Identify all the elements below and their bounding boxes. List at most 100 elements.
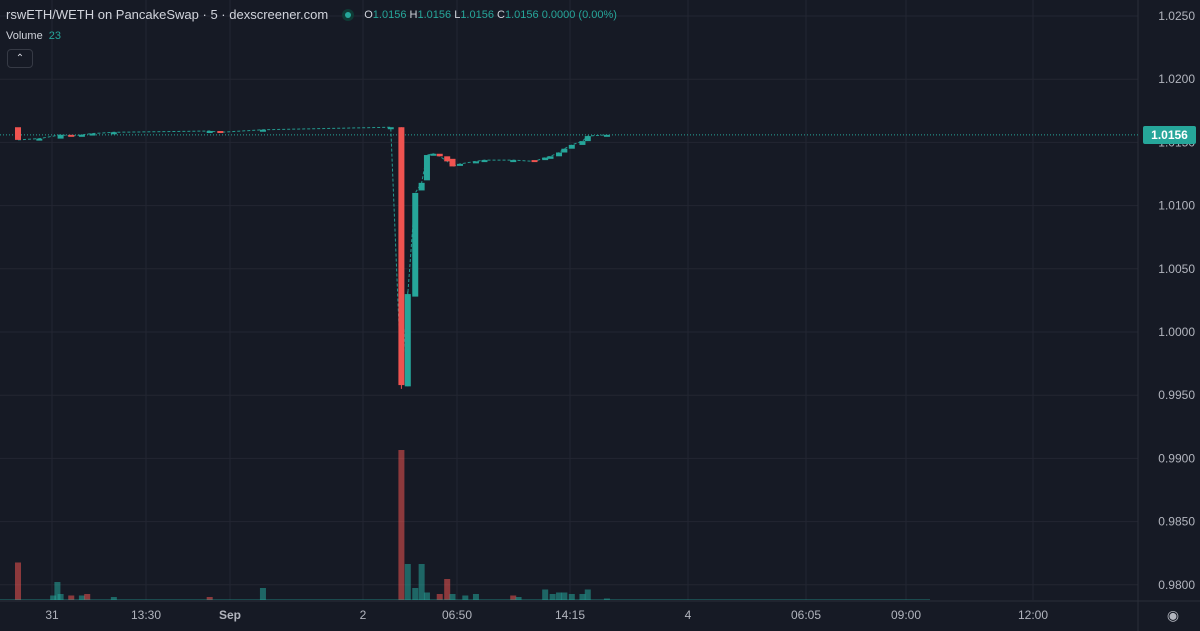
candle	[110, 132, 117, 135]
close-key: C	[497, 8, 505, 21]
chart-title: rswETH/WETH on PancakeSwap · 5 · dexscre…	[6, 7, 329, 22]
volume-bar	[15, 562, 21, 600]
y-tick-label: 0.9850	[1158, 515, 1195, 529]
volume-bar	[449, 594, 456, 600]
candle	[398, 127, 405, 386]
candle	[259, 129, 266, 132]
volume-bar	[515, 597, 522, 600]
x-tick-label: 4	[685, 608, 692, 622]
volume-bar	[110, 597, 117, 600]
y-tick-label: 0.9900	[1158, 451, 1195, 465]
price-path	[17, 126, 607, 386]
open-value: 1.0156	[372, 8, 407, 21]
candle	[206, 131, 213, 134]
volume-bar	[404, 564, 411, 600]
high-key: H	[409, 8, 418, 21]
volume-bar	[549, 594, 556, 600]
candle	[423, 155, 430, 181]
volume-bar	[206, 597, 213, 600]
volume-bar	[462, 595, 469, 600]
candle	[217, 131, 224, 134]
candle	[436, 153, 443, 157]
candle	[430, 153, 437, 156]
volume-bar	[472, 594, 479, 600]
volume-bar	[579, 594, 586, 600]
volume-label: Volume	[6, 30, 43, 42]
low-value: 1.0156	[460, 8, 494, 21]
volume-bar	[542, 589, 549, 600]
candle	[472, 161, 479, 164]
y-tick-label: 1.0250	[1158, 9, 1195, 23]
candle	[547, 156, 554, 159]
candle	[444, 156, 451, 162]
candle	[531, 160, 538, 163]
volume-bar	[259, 588, 266, 600]
y-tick-label: 0.9800	[1158, 578, 1195, 592]
settings-icon[interactable]: ◉	[1166, 607, 1180, 623]
chart-legend: rswETH/WETH on PancakeSwap · 5 · dexscre…	[6, 7, 617, 22]
volume-bar	[556, 592, 563, 600]
volume-bar	[568, 594, 575, 600]
low-key: L	[454, 8, 461, 21]
x-tick-label: 14:15	[555, 608, 585, 622]
market-status-icon	[342, 8, 355, 21]
volume-legend: Volume 23	[6, 30, 61, 42]
y-tick-label: 1.0000	[1158, 325, 1195, 339]
candle	[584, 136, 591, 142]
y-tick-label: 1.0050	[1158, 262, 1195, 276]
candle	[481, 160, 488, 163]
volume-value: 23	[48, 30, 61, 42]
candle	[36, 138, 43, 141]
volume-bar	[418, 564, 425, 600]
volume-bar	[561, 592, 568, 600]
candle	[68, 134, 75, 137]
x-tick-label: 09:00	[891, 608, 921, 622]
collapse-legend-button[interactable]: ⌃	[7, 49, 33, 68]
volume-bar	[50, 595, 57, 600]
x-tick-label: 13:30	[131, 608, 161, 622]
ohlc-values: O1.0156 H1.0156 L1.0156 C1.0156 0.0000 (…	[364, 9, 617, 21]
volume-bar	[436, 594, 443, 600]
candle	[561, 148, 568, 153]
volume-bar	[510, 595, 517, 600]
candle	[418, 182, 425, 191]
candle	[556, 152, 563, 157]
candle	[456, 163, 463, 166]
high-value: 1.0156	[417, 8, 452, 21]
y-tick-label: 1.0200	[1158, 72, 1195, 86]
candle	[78, 134, 85, 137]
volume-bar	[57, 594, 64, 600]
volume-bar	[68, 595, 75, 600]
volume-bar	[54, 582, 61, 600]
x-tick-label: 2	[360, 608, 367, 622]
x-tick-label: 12:00	[1018, 608, 1048, 622]
candle	[449, 158, 456, 167]
candle	[404, 294, 411, 387]
volume-bar	[78, 595, 85, 600]
y-tick-label: 1.0100	[1158, 199, 1195, 213]
candle	[412, 192, 419, 297]
x-tick-label: Sep	[219, 608, 241, 622]
open-key: O	[364, 8, 373, 21]
volume-bar	[603, 598, 610, 600]
volume-bar	[423, 592, 430, 600]
volume-bar	[398, 450, 405, 600]
candle	[510, 160, 517, 163]
candle	[568, 144, 575, 149]
volume-bar	[444, 579, 451, 600]
candle	[57, 134, 64, 139]
last-price-label: 1.0156	[1143, 126, 1196, 144]
y-tick-label: 0.9950	[1158, 388, 1195, 402]
candle	[579, 141, 586, 145]
x-tick-label: 06:05	[791, 608, 821, 622]
close-value: 1.0156	[504, 8, 539, 21]
volume-bar	[584, 589, 591, 600]
chevron-up-icon: ⌃	[15, 53, 25, 64]
change-value: 0.0000 (0.00%)	[541, 8, 617, 21]
x-tick-label: 06:50	[442, 608, 472, 622]
candle	[387, 127, 394, 130]
candle	[603, 134, 610, 137]
volume-bar	[412, 588, 419, 600]
volume-bar	[84, 594, 91, 600]
